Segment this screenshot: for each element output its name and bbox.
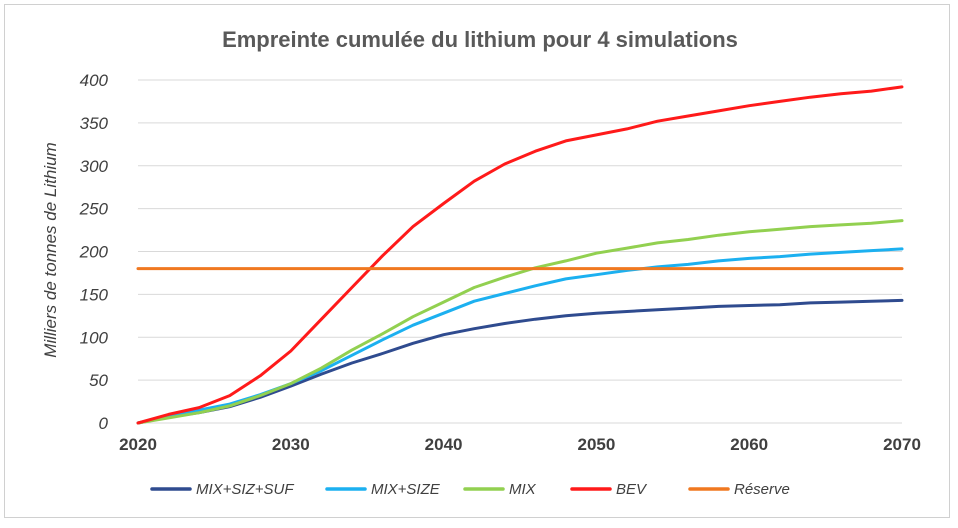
series-lines [136, 85, 904, 425]
gridlines [138, 79, 902, 424]
legend: MIX+SIZ+SUF MIX+SIZE MIX BEV Réserve [150, 481, 790, 498]
y-axis-ticks: 0 50 100 150 200 250 300 350 400 [79, 71, 109, 433]
y-tick-label: 50 [89, 371, 108, 390]
legend-label: MIX+SIZ+SUF [196, 481, 294, 498]
legend-label: MIX [509, 481, 537, 498]
chart-title: Empreinte cumulée du lithium pour 4 simu… [222, 27, 738, 52]
x-tick-label: 2070 [883, 435, 921, 454]
y-tick-label: 150 [80, 285, 109, 304]
x-tick-label: 2050 [577, 435, 615, 454]
y-axis-label: Milliers de tonnes de Lithium [41, 142, 60, 357]
legend-label: Réserve [734, 481, 790, 498]
y-tick-label: 350 [80, 114, 109, 133]
y-tick-label: 250 [79, 200, 109, 219]
y-tick-label: 400 [80, 71, 109, 90]
y-tick-label: 100 [80, 328, 109, 347]
y-tick-label: 0 [99, 414, 109, 433]
y-tick-label: 200 [79, 243, 109, 262]
chart-frame [4, 4, 950, 518]
x-tick-label: 2060 [730, 435, 768, 454]
series-line [136, 85, 904, 425]
series-line [136, 219, 904, 425]
x-axis-ticks: 2020 2030 2040 2050 2060 2070 [119, 435, 921, 454]
x-tick-label: 2030 [272, 435, 310, 454]
x-tick-label: 2040 [425, 435, 463, 454]
legend-label: BEV [616, 481, 648, 498]
y-tick-label: 300 [80, 157, 109, 176]
legend-label: MIX+SIZE [371, 481, 441, 498]
x-tick-label: 2020 [119, 435, 157, 454]
series-line [136, 298, 904, 425]
